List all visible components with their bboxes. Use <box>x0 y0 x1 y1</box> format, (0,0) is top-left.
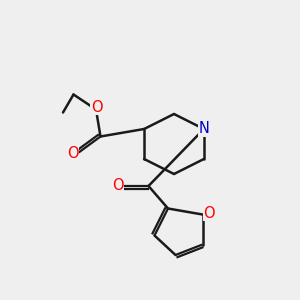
Text: N: N <box>198 121 209 136</box>
Text: O: O <box>67 146 78 160</box>
Text: O: O <box>203 206 215 220</box>
Text: O: O <box>112 178 123 194</box>
Text: O: O <box>91 100 103 115</box>
